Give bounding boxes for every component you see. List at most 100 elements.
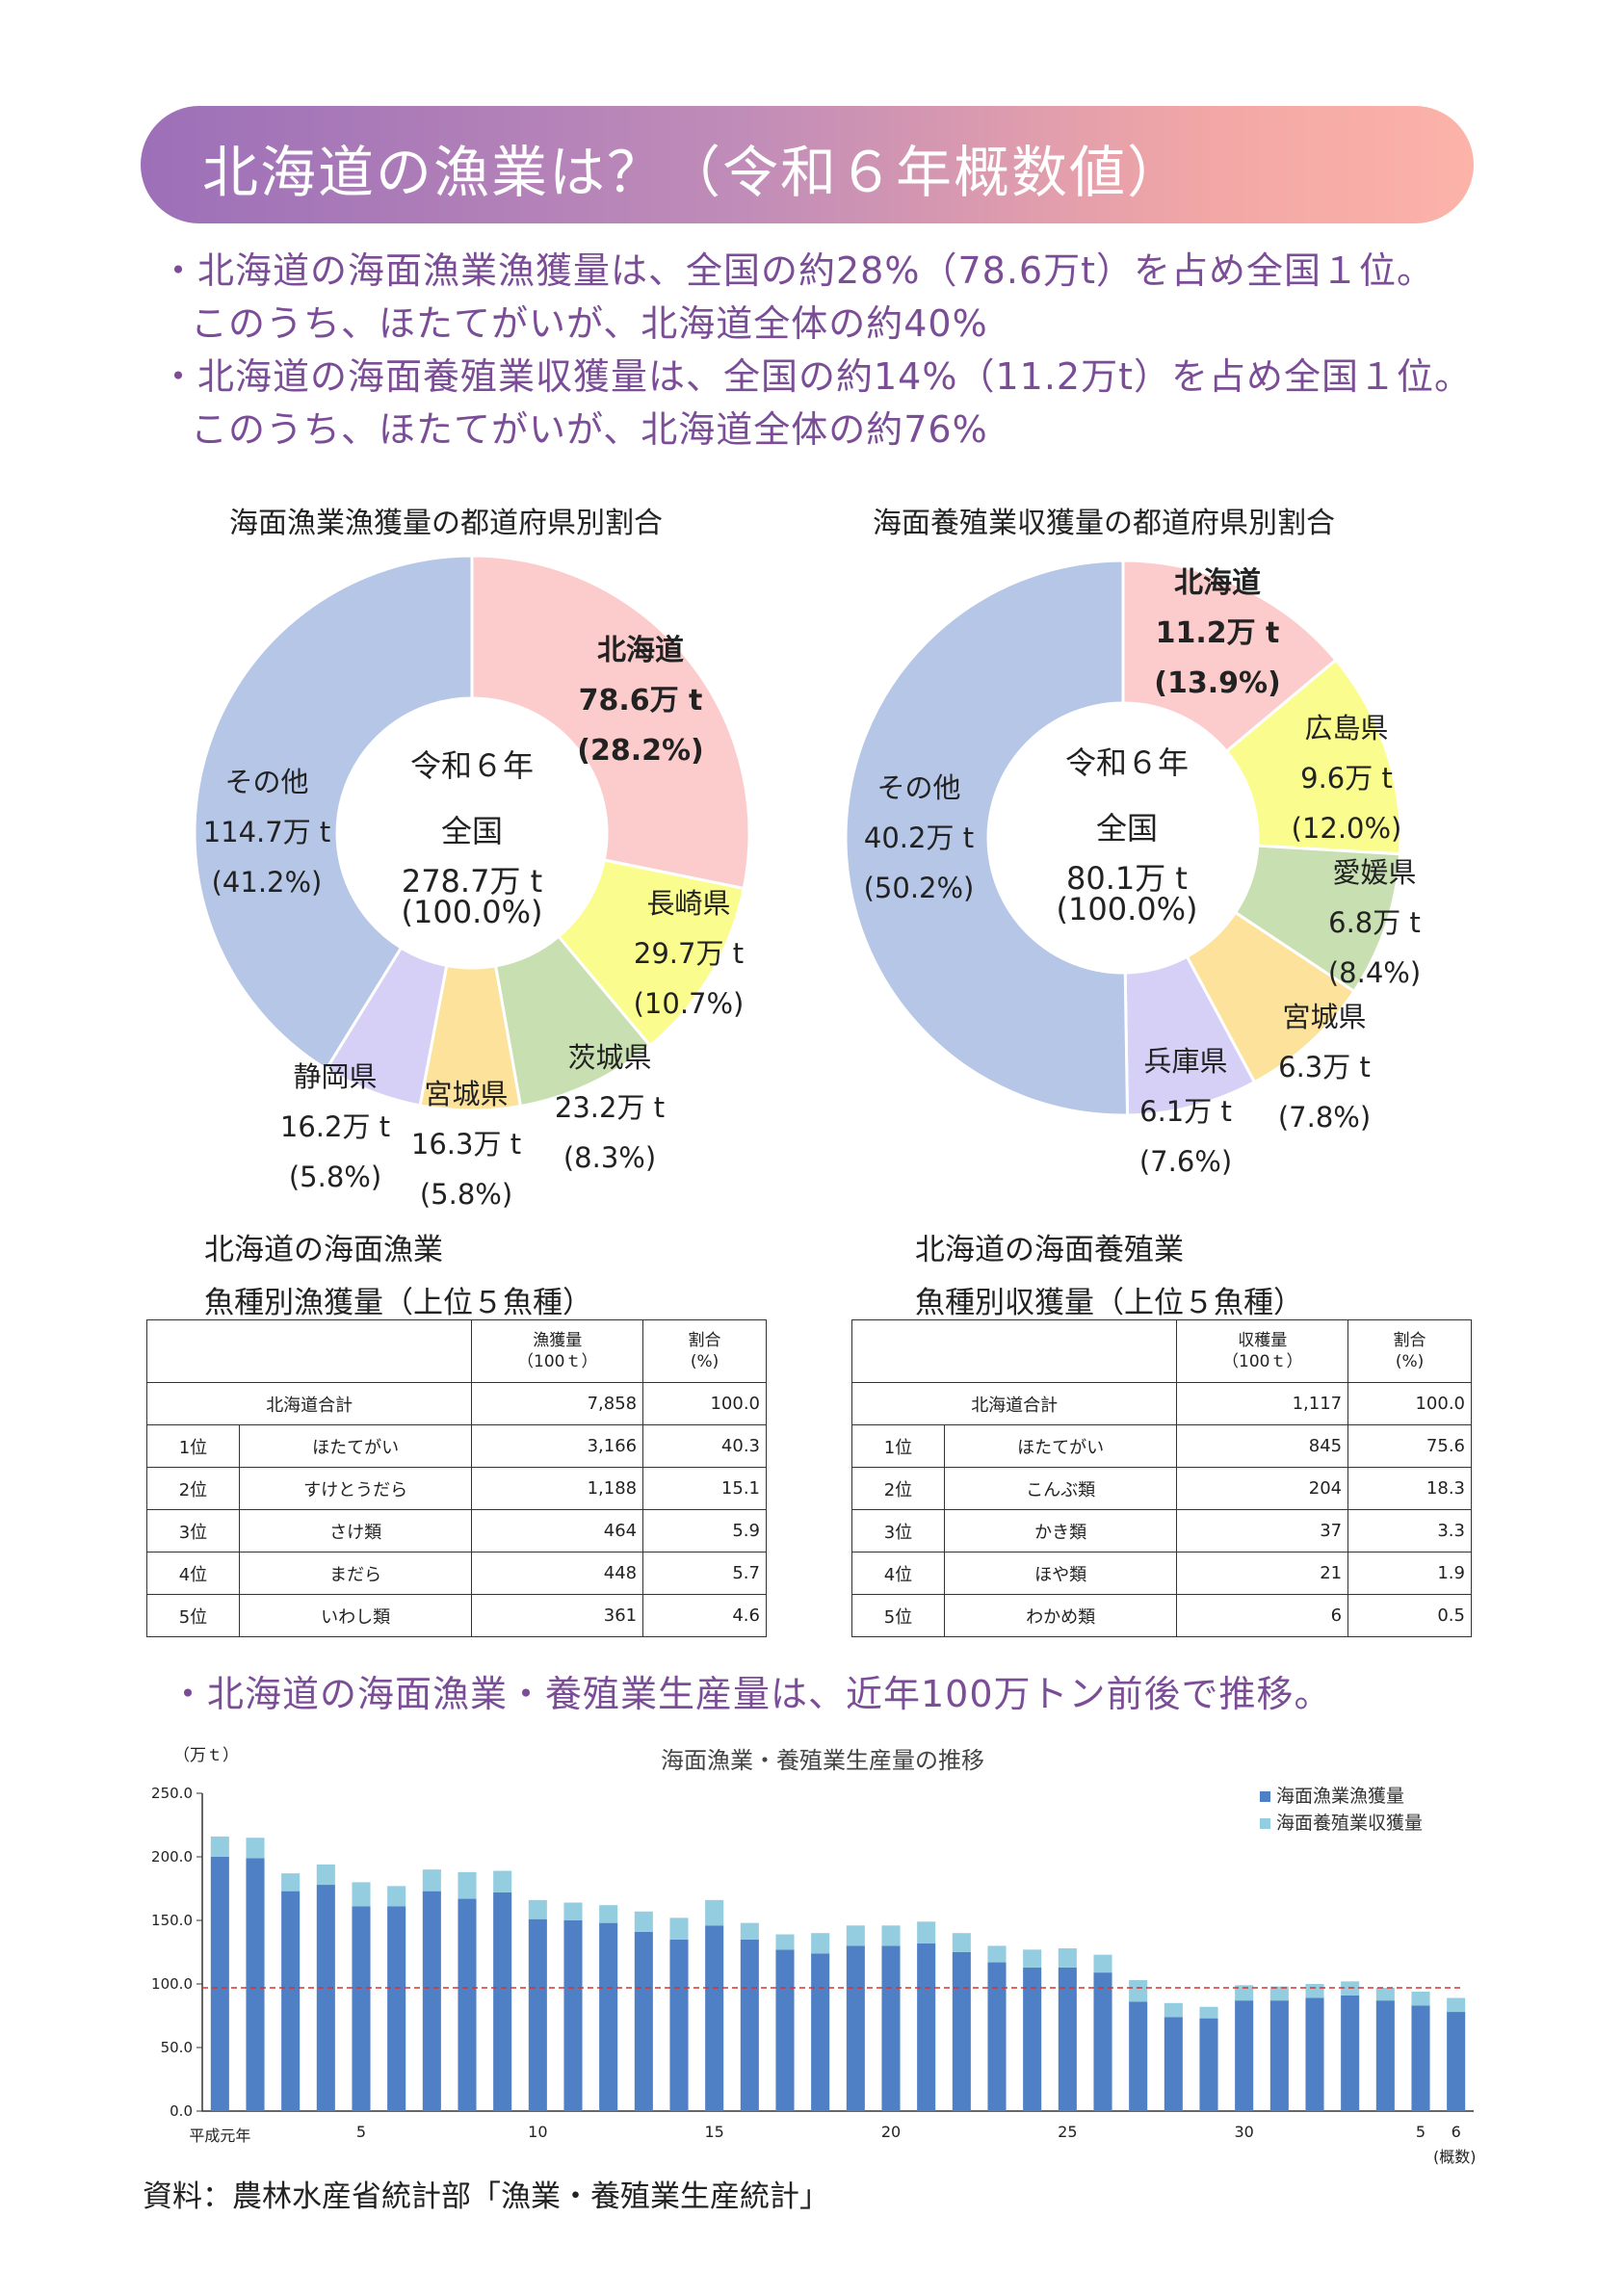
table1-title-line1: 北海道の海面漁業: [204, 1233, 443, 1267]
bar-catch: [563, 1920, 583, 2111]
bar-aquaculture: [775, 1934, 795, 1950]
species: いわし類: [238, 1594, 473, 1637]
pct: 4.6: [642, 1594, 767, 1637]
bar-catch: [1447, 2012, 1466, 2111]
bar-aquaculture: [316, 1864, 335, 1886]
bar-catch: [987, 1962, 1007, 2111]
pie1-label-other: その他 114.7万 t (41.2%): [202, 766, 331, 899]
title-banner: 北海道の漁業は？（令和６年概数値）: [141, 106, 1474, 223]
pie1-slice-5: [193, 554, 474, 1072]
species: すけとうだら: [238, 1467, 473, 1510]
bar-aquaculture: [987, 1945, 1007, 1963]
bar-aquaculture: [1447, 1997, 1466, 2013]
x-axis-note: (概数): [1433, 2148, 1477, 2166]
pct: 40.3: [642, 1424, 767, 1468]
bar-catch: [811, 1953, 830, 2111]
y-tick-label: 50.0: [160, 2039, 193, 2056]
table2-title-line1: 北海道の海面養殖業: [915, 1233, 1184, 1267]
bar-aquaculture: [669, 1918, 689, 1940]
bar-aquaculture: [1023, 1949, 1042, 1968]
bar-aquaculture: [634, 1911, 653, 1932]
bar-aquaculture: [599, 1905, 618, 1923]
amount: 3,166: [471, 1424, 644, 1468]
total-label: 北海道合計: [145, 1382, 473, 1425]
amount: 6: [1176, 1594, 1349, 1637]
table1-title-line2: 魚種別漁獲量（上位５魚種）: [204, 1286, 592, 1320]
table-row: 4位 ほや類 21 1.9: [851, 1552, 1472, 1595]
bullet-aquaculture-sub: このうち、ほたてがいが、北海道全体の約76%: [191, 408, 988, 451]
rank: 5位: [851, 1594, 945, 1637]
bar-catch: [387, 1906, 406, 2111]
bar-catch: [528, 1918, 547, 2111]
bar-catch: [846, 1945, 865, 2111]
table-row: 5位 いわし類 361 4.6: [146, 1594, 767, 1637]
legend-swatch-catch: [1260, 1791, 1270, 1802]
bar-aquaculture: [705, 1899, 724, 1926]
bar-catch: [210, 1857, 229, 2111]
bar-aquaculture: [493, 1870, 512, 1892]
rank: 3位: [851, 1509, 945, 1552]
pie1-center-year: 令和６年: [409, 747, 534, 784]
bar-catch: [917, 1943, 936, 2111]
species: こんぶ類: [943, 1467, 1178, 1510]
bar-aquaculture: [1411, 1991, 1430, 2006]
bar-aquaculture: [952, 1933, 971, 1952]
bar-aquaculture: [563, 1902, 583, 1920]
y-tick-label: 0.0: [170, 2102, 193, 2120]
bar-catch: [705, 1925, 724, 2111]
legend-item-aquaculture: 海面養殖業収獲量: [1260, 1809, 1423, 1835]
total-amount: 7,858: [471, 1382, 644, 1425]
bar-aquaculture: [811, 1933, 830, 1954]
pct: 0.5: [1347, 1594, 1472, 1637]
bar-catch: [634, 1931, 653, 2111]
pie1-label-hokkaido: 北海道 78.6万 t (28.2%): [577, 634, 704, 768]
bar-catch: [1023, 1967, 1042, 2111]
bar-catch: [775, 1949, 795, 2111]
table-header-amount: 漁獲量 （100ｔ）: [471, 1319, 644, 1383]
total-amount: 1,117: [1176, 1382, 1349, 1425]
bar-catch: [740, 1939, 759, 2111]
table2-title-line2: 魚種別収獲量（上位５魚種）: [915, 1286, 1303, 1320]
bar-catch: [1164, 2017, 1183, 2111]
bar-catch: [1375, 2000, 1395, 2111]
amount: 1,188: [471, 1467, 644, 1510]
bullet-catch: ・北海道の海面漁業漁獲量は、全国の約28%（78.6万t）を占め全国１位。: [160, 249, 1434, 292]
page-title: 北海道の漁業は？（令和６年概数値）: [202, 140, 1186, 205]
bar-aquaculture: [1129, 1980, 1148, 2002]
bar-aquaculture: [846, 1925, 865, 1946]
bar-aquaculture: [528, 1899, 547, 1919]
species: ほたてがい: [943, 1424, 1178, 1468]
pie2-label-hokkaido: 北海道 11.2万 t (13.9%): [1154, 566, 1281, 700]
species: ほや類: [943, 1552, 1178, 1595]
pct: 15.1: [642, 1467, 767, 1510]
source-note: 資料：農林水産省統計部「漁業・養殖業生産統計」: [143, 2179, 829, 2214]
bar-catch: [493, 1892, 512, 2111]
pie2-label-hiroshima: 広島県 9.6万 t (12.0%): [1291, 712, 1402, 845]
pie1-slice-0: [470, 554, 751, 891]
bar-catch: [1199, 2018, 1218, 2111]
bar-catch: [952, 1952, 971, 2111]
pie2-title: 海面養殖業収獲量の都道府県別割合: [873, 507, 1335, 540]
x-tick-label: 10: [528, 2123, 548, 2141]
pie1-donut-chart: [193, 554, 751, 1112]
bar-aquaculture: [458, 1871, 477, 1899]
amount: 204: [1176, 1467, 1349, 1510]
total-label: 北海道合計: [850, 1382, 1178, 1425]
bar-catch: [422, 1891, 441, 2111]
bar-chart-title: 海面漁業・養殖業生産量の推移: [661, 1747, 984, 1774]
pie2-center-year: 令和６年: [1064, 744, 1189, 781]
bar-aquaculture: [1235, 1985, 1254, 2001]
bar-catch: [1269, 2000, 1289, 2111]
rank: 2位: [851, 1467, 945, 1510]
bar-catch: [1305, 1997, 1324, 2111]
bar-aquaculture: [1375, 1987, 1395, 2001]
pie1-center-pct: (100.0%): [401, 894, 543, 930]
y-axis-unit: （万ｔ）: [173, 1746, 239, 1765]
rank: 4位: [146, 1552, 240, 1595]
bar-aquaculture: [422, 1869, 441, 1892]
table-row: 3位 さけ類 464 5.9: [146, 1509, 767, 1552]
bar-catch: [316, 1885, 335, 2111]
bar-catch: [458, 1898, 477, 2111]
bar-aquaculture: [1199, 2006, 1218, 2019]
table-total-row: 北海道合計 7,858 100.0: [145, 1382, 767, 1425]
